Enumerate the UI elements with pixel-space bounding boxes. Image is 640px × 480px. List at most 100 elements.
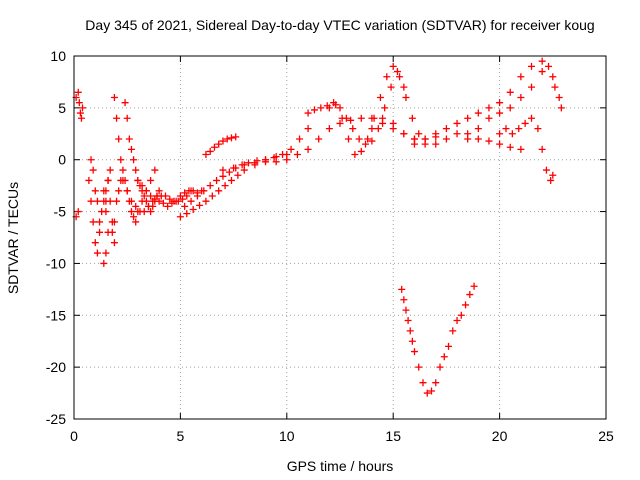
y-tick-labels: -25 -20 -15 -10 -5 0 5 10 (46, 48, 66, 427)
data-point (440, 353, 448, 361)
data-point (113, 197, 121, 205)
data-point (164, 202, 172, 210)
data-point (496, 140, 504, 148)
data-point (130, 213, 138, 221)
data-point (125, 135, 133, 143)
x-tick-label: 15 (385, 428, 401, 444)
data-point (464, 114, 472, 122)
data-point (215, 187, 223, 195)
data-point (517, 73, 525, 81)
data-point (138, 182, 146, 190)
data-point (368, 125, 376, 133)
data-point (172, 197, 180, 205)
data-point (147, 192, 155, 200)
data-point (104, 176, 112, 184)
data-point (147, 208, 155, 216)
data-point (315, 135, 323, 143)
data-point (317, 104, 325, 112)
data-point (206, 182, 214, 190)
data-point (102, 249, 110, 257)
data-point (506, 104, 514, 112)
data-point (419, 379, 427, 387)
data-point (87, 156, 95, 164)
series-arc-10h-14h (304, 68, 408, 148)
data-point (364, 135, 372, 143)
x-tick-label: 0 (70, 428, 78, 444)
data-point (110, 239, 118, 247)
data-point (551, 83, 559, 91)
data-point (251, 159, 259, 167)
data-point (79, 104, 87, 112)
data-point (549, 171, 557, 179)
data-point (162, 192, 170, 200)
data-point (200, 187, 208, 195)
data-point (404, 316, 412, 324)
data-point (470, 282, 478, 290)
data-point (127, 208, 135, 216)
data-point (362, 140, 370, 148)
data-point (213, 176, 221, 184)
series-arc-15h-19h-dip (398, 282, 478, 397)
data-point (555, 93, 563, 101)
series-arc-3h-4h (134, 176, 206, 210)
data-point (538, 68, 546, 76)
data-point (400, 296, 408, 304)
data-point (232, 133, 240, 141)
data-point (393, 68, 401, 76)
data-point (402, 306, 410, 314)
data-point (155, 197, 163, 205)
data-point (293, 151, 301, 159)
data-point (453, 130, 461, 138)
data-point (528, 62, 536, 70)
data-point (219, 137, 227, 145)
y-tick-label: -20 (46, 359, 66, 375)
data-point (304, 125, 312, 133)
data-point (142, 187, 150, 195)
data-point (408, 114, 416, 122)
data-point (432, 140, 440, 148)
data-point (415, 363, 423, 371)
data-point (557, 104, 565, 112)
y-tick-label: 0 (58, 152, 66, 168)
y-tick-label: 5 (58, 100, 66, 116)
data-point (406, 327, 414, 335)
data-point (506, 88, 514, 96)
data-point (74, 88, 82, 96)
data-point (547, 176, 555, 184)
data-point (127, 197, 135, 205)
data-point (345, 135, 353, 143)
x-tick-label: 25 (598, 428, 614, 444)
data-point (423, 389, 431, 397)
data-point (400, 130, 408, 138)
data-point (206, 147, 214, 155)
data-point (376, 93, 384, 101)
data-point (219, 172, 227, 180)
data-point (442, 135, 450, 143)
data-point (515, 125, 523, 133)
series-arc-14h-18h (368, 114, 525, 153)
y-tick-label: -10 (46, 255, 66, 271)
series-arc-scatter-1h (85, 156, 114, 257)
x-tick-label: 5 (177, 428, 185, 444)
data-point (496, 99, 504, 107)
series-arc-20h-22h-drop (496, 114, 557, 184)
data-point (100, 187, 108, 195)
data-point (347, 116, 355, 124)
data-point (457, 311, 465, 319)
data-point (453, 316, 461, 324)
data-point (240, 161, 248, 169)
data-point (183, 210, 191, 218)
data-point (130, 156, 138, 164)
data-point (374, 125, 382, 133)
data-point (115, 135, 123, 143)
data-point (159, 199, 167, 207)
data-point (325, 104, 333, 112)
data-point (144, 202, 152, 210)
data-point (389, 119, 397, 127)
data-point (77, 114, 85, 122)
plot-frame (73, 55, 607, 420)
data-point (117, 156, 125, 164)
data-point (506, 143, 514, 151)
data-point (110, 93, 118, 101)
